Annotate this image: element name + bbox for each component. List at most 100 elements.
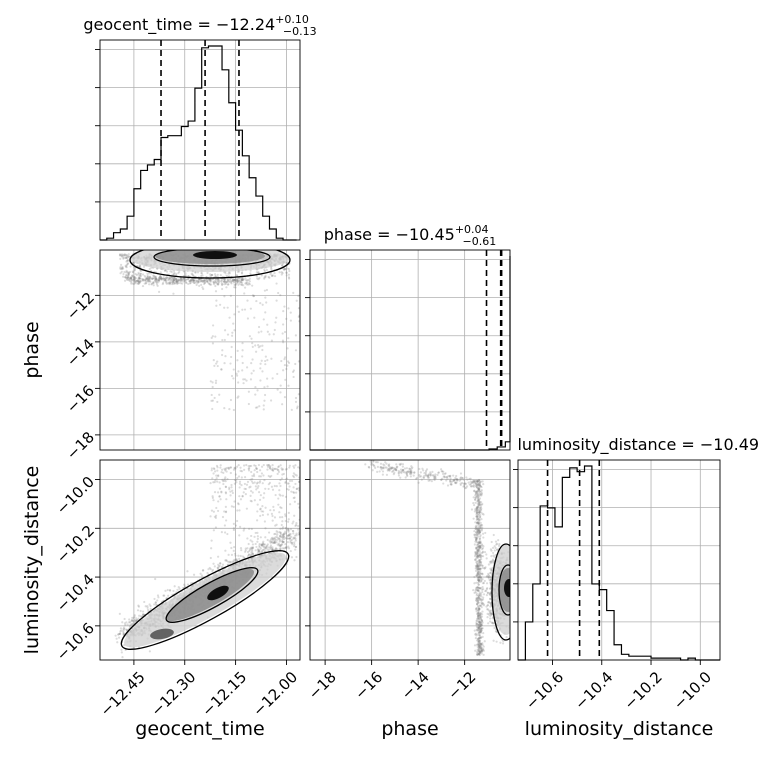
sample-point	[230, 374, 234, 378]
sample-point	[170, 276, 174, 280]
sample-point	[247, 283, 250, 286]
sample-point	[126, 278, 129, 281]
sample-point	[236, 270, 240, 273]
sample-point	[295, 522, 298, 525]
sample-point	[394, 467, 397, 471]
sample-point	[259, 507, 262, 510]
sample-point	[196, 280, 200, 283]
sample-point	[381, 470, 385, 473]
sample-point	[243, 468, 246, 471]
sample-point	[502, 639, 505, 643]
sample-point	[244, 277, 247, 280]
sample-point	[190, 278, 193, 282]
sample-point	[292, 291, 295, 294]
sample-point	[402, 470, 405, 473]
sample-point	[243, 527, 246, 530]
sample-point	[453, 478, 456, 482]
sample-point	[202, 279, 205, 282]
sample-point	[480, 648, 483, 651]
sample-point	[476, 633, 479, 636]
sample-point	[122, 254, 125, 257]
sample-point	[189, 281, 192, 285]
sample-point	[127, 621, 131, 624]
sample-point	[479, 485, 482, 488]
sample-point	[241, 341, 244, 345]
sample-point	[273, 541, 276, 544]
sample-point	[118, 632, 121, 636]
sample-point	[470, 481, 473, 485]
sample-point	[474, 550, 477, 554]
sample-point	[152, 280, 155, 284]
sample-point	[298, 489, 300, 492]
sample-point	[191, 278, 194, 282]
sample-point	[142, 613, 145, 616]
sample-point	[476, 572, 479, 575]
sample-point	[482, 593, 486, 596]
sample-point	[162, 277, 165, 280]
sample-point	[479, 480, 483, 483]
sample-point	[476, 600, 480, 603]
sample-point	[479, 503, 482, 506]
sample-point	[279, 484, 282, 488]
sample-point	[476, 588, 479, 591]
sample-point	[269, 399, 273, 402]
sample-point	[431, 470, 434, 473]
sample-point	[479, 534, 482, 537]
sample-point	[455, 478, 458, 481]
sample-point	[477, 570, 480, 573]
sample-point	[458, 479, 461, 482]
sample-point	[203, 279, 206, 282]
sample-point	[192, 573, 196, 576]
sample-point	[481, 566, 484, 570]
sample-point	[260, 543, 263, 546]
sample-point	[287, 528, 290, 531]
sample-point	[408, 471, 411, 474]
sample-point	[477, 548, 480, 551]
sample-point	[382, 467, 385, 470]
sample-point	[481, 635, 484, 638]
sample-point	[476, 531, 479, 534]
sample-point	[287, 534, 290, 537]
sample-point	[476, 567, 480, 571]
sample-point	[477, 521, 480, 524]
sample-point	[124, 253, 127, 256]
sample-point	[281, 516, 284, 519]
sample-point	[152, 281, 155, 284]
sample-point	[482, 581, 486, 585]
contour-inner	[153, 250, 271, 267]
sample-point	[490, 612, 493, 615]
sample-point	[125, 628, 128, 631]
sample-point	[489, 583, 492, 586]
sample-point	[476, 571, 479, 574]
sample-point	[157, 290, 161, 293]
sample-point	[401, 465, 404, 468]
sample-point	[472, 484, 475, 487]
sample-point	[283, 358, 286, 361]
sample-point	[209, 278, 212, 281]
sample-point	[477, 498, 481, 501]
sample-point	[218, 495, 221, 498]
sample-point	[214, 526, 218, 529]
sample-point	[137, 279, 140, 282]
sample-point	[240, 277, 243, 280]
sample-point	[154, 279, 157, 282]
sample-point	[137, 276, 140, 279]
sample-point	[132, 278, 136, 281]
sample-point	[479, 541, 482, 544]
sample-point	[473, 533, 476, 536]
sample-point	[477, 637, 480, 640]
sample-point	[229, 278, 232, 281]
sample-point	[250, 464, 253, 468]
sample-point	[209, 283, 213, 286]
sample-point	[376, 465, 380, 468]
sample-point	[476, 550, 479, 553]
sample-point	[427, 474, 430, 478]
sample-point	[259, 469, 262, 472]
sample-point	[138, 274, 141, 277]
sample-point	[477, 509, 480, 512]
sample-point	[236, 509, 239, 512]
sample-point	[477, 640, 480, 643]
sample-point	[477, 595, 480, 599]
sample-point	[477, 601, 480, 604]
sample-point	[273, 516, 277, 519]
